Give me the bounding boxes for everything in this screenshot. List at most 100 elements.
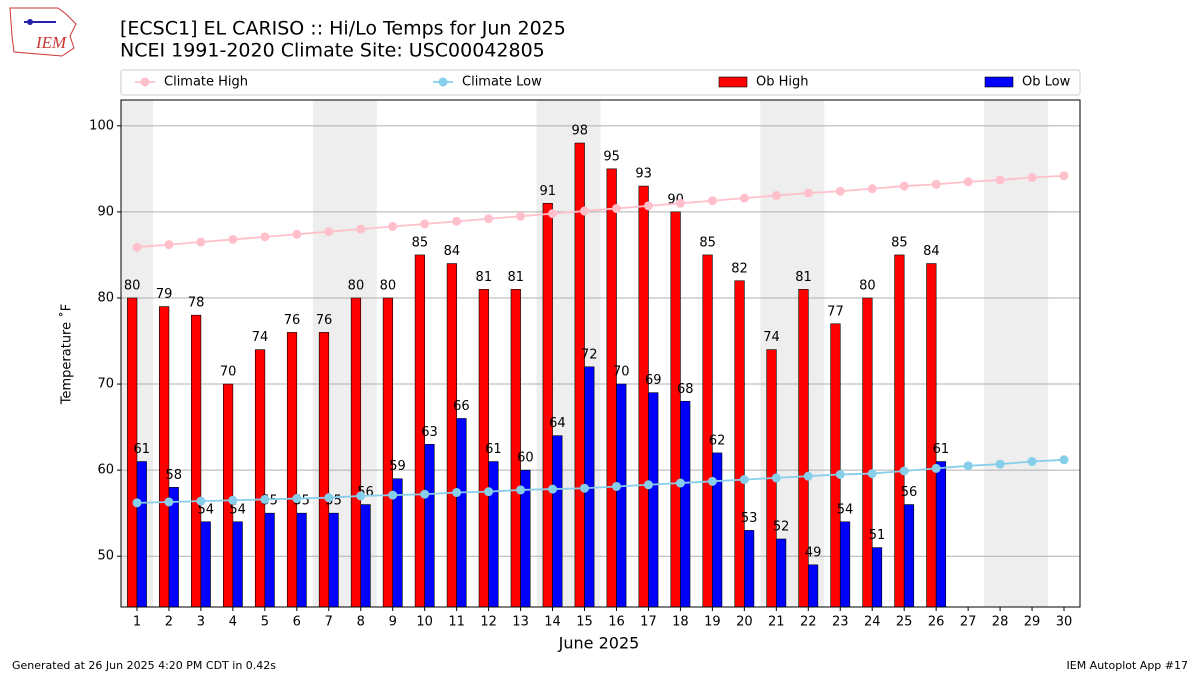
climate-marker	[228, 495, 238, 505]
bar	[191, 314, 202, 608]
bar-value-label: 68	[677, 382, 694, 397]
plot-frame	[120, 99, 1081, 608]
bar-value-label: 64	[549, 416, 566, 431]
x-tick-label: 11	[448, 615, 465, 630]
climate-marker	[260, 232, 270, 242]
bar	[222, 383, 234, 608]
climate-line	[136, 174, 1065, 249]
bar	[264, 512, 275, 608]
x-tick-label: 14	[544, 615, 561, 630]
climate-marker	[548, 209, 558, 219]
x-tick-label: 29	[1024, 615, 1041, 630]
bar	[616, 383, 627, 608]
climate-marker	[643, 480, 653, 490]
climate-marker	[867, 184, 877, 194]
climate-marker	[356, 491, 366, 501]
climate-marker	[356, 224, 366, 234]
bar-value-label: 70	[613, 365, 630, 380]
climate-marker	[1027, 172, 1037, 182]
climate-marker	[196, 237, 206, 247]
x-tick-label: 20	[736, 615, 753, 630]
climate-marker	[580, 206, 590, 216]
legend-swatch	[984, 76, 1014, 88]
bar	[286, 332, 298, 608]
x-tick-label: 15	[576, 615, 593, 630]
bar-value-label: 58	[165, 468, 182, 483]
bar-value-label: 79	[156, 287, 173, 302]
x-tick-label: 10	[416, 615, 433, 630]
climate-marker	[803, 471, 813, 481]
bar	[702, 254, 713, 608]
climate-line	[136, 458, 1065, 504]
bar	[510, 289, 521, 608]
climate-marker	[516, 211, 526, 221]
bar-value-label: 82	[731, 261, 748, 276]
bar-value-label: 53	[741, 511, 758, 526]
climate-marker	[484, 487, 494, 497]
bar-value-label: 77	[827, 304, 844, 319]
bar-value-label: 80	[124, 278, 141, 293]
bar	[328, 512, 339, 608]
climate-marker	[1059, 455, 1069, 465]
x-tick-label: 22	[800, 615, 817, 630]
climate-marker	[899, 466, 909, 476]
bar-value-label: 74	[252, 330, 269, 345]
bar-value-label: 81	[476, 270, 493, 285]
climate-marker	[931, 463, 941, 473]
bar	[456, 418, 467, 608]
x-tick-label: 6	[293, 615, 301, 630]
bar-value-label: 85	[699, 235, 716, 250]
bar	[903, 504, 915, 608]
x-tick-label: 17	[640, 615, 657, 630]
bar	[830, 323, 841, 608]
bar	[926, 263, 937, 608]
bar-value-label: 85	[412, 235, 429, 250]
climate-marker	[324, 493, 334, 503]
climate-marker	[899, 181, 909, 191]
bar	[734, 280, 745, 608]
climate-marker	[260, 494, 270, 504]
x-tick-label: 30	[1056, 615, 1073, 630]
x-tick-label: 4	[229, 615, 237, 630]
x-tick-label: 1	[133, 615, 141, 630]
legend-swatch	[718, 76, 748, 88]
bar	[200, 521, 211, 608]
climate-marker	[164, 240, 174, 250]
x-tick-label: 23	[832, 615, 849, 630]
bar-value-label: 62	[709, 433, 726, 448]
climate-marker	[707, 476, 717, 486]
y-tick-label: 60	[97, 463, 114, 478]
bar-value-label: 54	[837, 502, 854, 517]
bar-value-label: 54	[229, 502, 246, 517]
bar	[318, 332, 330, 608]
x-tick-label: 19	[704, 615, 721, 630]
bar	[552, 435, 563, 608]
climate-marker	[931, 179, 941, 189]
bar	[159, 306, 170, 608]
climate-marker	[835, 186, 845, 196]
bar-value-label: 59	[389, 459, 406, 474]
y-tick-label: 50	[97, 549, 114, 564]
bar-value-label: 61	[485, 442, 502, 457]
bar	[382, 297, 394, 608]
bar-value-label: 80	[348, 278, 365, 293]
x-tick-label: 13	[512, 615, 529, 630]
bar	[542, 202, 553, 608]
legend-label: Ob Low	[1022, 75, 1071, 90]
bar	[254, 349, 266, 608]
bar-value-label: 93	[635, 167, 652, 182]
bar	[839, 521, 851, 608]
climate-marker	[388, 490, 398, 500]
legend-label: Climate High	[164, 75, 248, 90]
climate-marker	[132, 242, 142, 252]
chart-title: [ECSC1] EL CARISO :: Hi/Lo Temps for Jun…	[120, 18, 566, 40]
bar	[296, 512, 307, 608]
bar	[935, 461, 947, 608]
climate-marker	[164, 497, 174, 507]
y-tick-label: 80	[97, 290, 114, 305]
climate-marker	[675, 478, 685, 488]
x-tick-label: 21	[768, 615, 785, 630]
x-tick-label: 24	[864, 615, 881, 630]
bar-value-label: 76	[316, 313, 333, 328]
